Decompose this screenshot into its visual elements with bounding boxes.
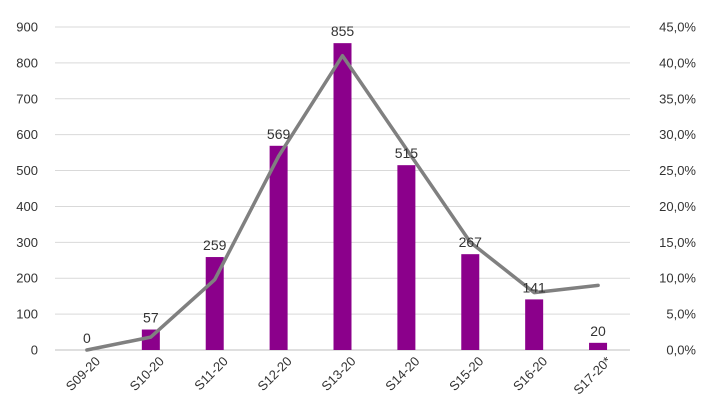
left-axis-tick-label: 0 xyxy=(31,343,38,358)
line-series xyxy=(85,53,600,352)
left-axis-tick-label: 900 xyxy=(16,20,38,35)
x-axis-tick-labels: S09-20 S10-20 S11-20 S12-20 S13-20 S14-20 S15-… xyxy=(63,354,614,398)
x-axis-tick-label: S10-20 xyxy=(127,354,167,394)
bar-value-label: 57 xyxy=(143,310,159,326)
x-axis-tick-label: S09-20 xyxy=(63,354,103,394)
right-axis-tick-label: 10,0% xyxy=(659,271,696,286)
left-axis-tick-label: 200 xyxy=(16,271,38,286)
bar-value-label: 267 xyxy=(459,234,483,250)
right-axis-tick-label: 0,0% xyxy=(666,343,696,358)
bar xyxy=(525,299,544,350)
right-axis-tick-labels: 0,0% 5,0% 10,0% 15,0% 20,0% 25,0% 30,0% 35,0% 40… xyxy=(659,20,696,358)
left-axis-tick-label: 300 xyxy=(16,235,38,250)
right-axis-tick-label: 15,0% xyxy=(659,235,696,250)
x-axis-tick-label: S11-20 xyxy=(191,354,231,394)
bar-value-label: 569 xyxy=(267,126,291,142)
bar-value-label: 855 xyxy=(331,23,355,39)
bar xyxy=(589,342,608,350)
left-axis-tick-label: 100 xyxy=(16,307,38,322)
bar-series xyxy=(141,43,608,351)
bar xyxy=(269,145,288,350)
x-axis-tick-label: S16-20 xyxy=(510,354,550,394)
right-axis-tick-label: 35,0% xyxy=(659,91,696,106)
left-axis-tick-label: 400 xyxy=(16,199,38,214)
x-axis-tick-label: S15-20 xyxy=(446,354,486,394)
left-axis-tick-labels: 0 100 200 300 400 500 600 700 800 900 xyxy=(16,20,38,358)
bar xyxy=(333,43,352,351)
right-axis-tick-label: 45,0% xyxy=(659,20,696,35)
bar-value-label: 141 xyxy=(522,279,546,295)
bar xyxy=(461,254,480,350)
percentage-line xyxy=(85,53,600,352)
x-axis-tick-label: S13-20 xyxy=(318,354,358,394)
bar-value-label: 20 xyxy=(590,323,606,339)
left-axis-tick-label: 600 xyxy=(16,127,38,142)
bar-value-label: 515 xyxy=(395,145,419,161)
bar xyxy=(397,165,416,350)
left-axis-tick-label: 700 xyxy=(16,91,38,106)
bar xyxy=(205,257,224,350)
right-axis-tick-label: 5,0% xyxy=(666,307,696,322)
data-labels: 0 57 259 569 855 515 267 141 20 xyxy=(83,23,606,346)
right-axis-tick-label: 20,0% xyxy=(659,199,696,214)
left-axis-tick-label: 800 xyxy=(16,55,38,70)
right-axis-tick-label: 40,0% xyxy=(659,55,696,70)
left-axis-tick-label: 500 xyxy=(16,163,38,178)
right-axis-tick-label: 25,0% xyxy=(659,163,696,178)
bar-value-label: 259 xyxy=(203,237,227,253)
x-axis-tick-label: S14-20 xyxy=(382,354,422,394)
right-axis-tick-label: 30,0% xyxy=(659,127,696,142)
x-axis-tick-label: S17-20* xyxy=(570,354,614,398)
bar-value-label: 0 xyxy=(83,330,91,346)
x-axis-tick-label: S12-20 xyxy=(254,354,294,394)
